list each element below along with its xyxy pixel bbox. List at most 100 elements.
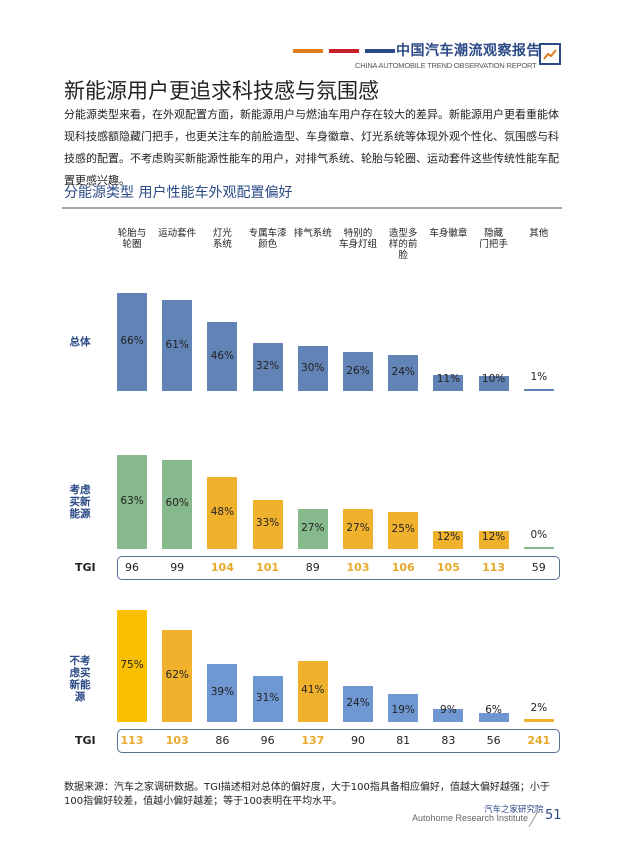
bar	[523, 719, 554, 722]
bar-value-label: 2%	[530, 702, 548, 714]
bar	[117, 610, 147, 722]
bar	[523, 389, 554, 391]
category-label: 灯光 系统	[212, 228, 232, 250]
tgi-value: 96	[260, 734, 275, 747]
tgi-value: 96	[125, 561, 139, 574]
bar	[478, 531, 509, 549]
tgi-row-box	[117, 729, 560, 753]
bar	[162, 300, 193, 391]
bar-value-label: 0%	[530, 529, 548, 541]
bar-value-label: 41%	[301, 684, 325, 697]
bar	[343, 352, 373, 391]
trend-chart-icon	[539, 43, 561, 65]
bar	[252, 675, 283, 722]
category-label: 特别的 车身灯组	[338, 228, 377, 250]
row-label: 总体	[69, 336, 91, 348]
tgi-value: 59	[531, 561, 546, 574]
bar-value-label: 12%	[436, 531, 461, 543]
tgi-label: TGI	[75, 561, 96, 574]
row-label: 不考 虑买 新能源	[69, 655, 91, 703]
bar	[523, 547, 554, 549]
bar-value-label: 27%	[301, 521, 325, 534]
bar-value-label: 62%	[165, 668, 189, 681]
header-line-red	[329, 49, 359, 53]
category-label: 运动套件	[158, 228, 197, 239]
bar-value-label: 31%	[255, 691, 280, 704]
bar-value-label: 48%	[210, 506, 235, 519]
bar-value-label: 61%	[165, 338, 189, 351]
bar	[207, 663, 238, 722]
tgi-value: 113	[120, 734, 144, 747]
bar-value-label: 19%	[391, 704, 415, 716]
tgi-value: 90	[351, 734, 365, 747]
bar	[162, 459, 193, 549]
bar-value-label: 66%	[120, 334, 144, 347]
bar-value-label: 24%	[391, 366, 415, 379]
category-label: 隐藏 门把手	[479, 228, 508, 250]
bar-value-label: 12%	[481, 531, 506, 543]
tgi-value: 56	[486, 734, 501, 747]
bar	[343, 508, 373, 549]
tgi-value: 81	[396, 734, 411, 747]
tgi-label: TGI	[75, 734, 96, 747]
tgi-value: 106	[391, 561, 415, 574]
bar-value-label: 9%	[440, 704, 457, 716]
bar-value-label: 1%	[530, 371, 548, 383]
bar	[117, 292, 147, 391]
bar-value-label: 11%	[436, 373, 461, 385]
brand-name-cn: 汽车之家研究院	[484, 805, 544, 815]
bar	[117, 455, 147, 549]
tgi-value: 104	[210, 561, 234, 574]
bar-value-label: 27%	[346, 521, 370, 534]
bar-value-label: 60%	[165, 497, 189, 510]
tgi-value: 99	[170, 561, 185, 574]
bar	[478, 376, 509, 391]
bar	[252, 499, 283, 549]
data-source-footnote: 数据来源：汽车之家调研数据。TGI描述相对总体的偏好度，大于100指具备相应偏好…	[64, 782, 550, 807]
bar	[433, 531, 464, 549]
bar	[433, 374, 464, 391]
tgi-value: 105	[436, 561, 460, 574]
bar	[388, 511, 419, 549]
bar-value-label: 32%	[255, 360, 280, 373]
report-subtitle: CHINA AUTOMOBILE TREND OBSERVATION REPOR…	[355, 61, 537, 70]
bar-value-label: 10%	[481, 373, 506, 385]
bar	[433, 708, 464, 722]
bar	[162, 629, 193, 722]
category-label: 排气系统	[293, 228, 332, 239]
bar-value-label: 33%	[255, 517, 280, 530]
tgi-row-box	[117, 556, 560, 580]
bar	[343, 686, 373, 722]
bar-value-label: 30%	[301, 361, 325, 374]
bar-value-label: 63%	[120, 495, 144, 508]
chart-title: 分能源类型 用户性能车外观配置偏好	[64, 185, 293, 201]
bar-value-label: 24%	[346, 697, 370, 710]
bar	[388, 693, 419, 722]
bar	[297, 346, 328, 391]
bar	[388, 355, 419, 391]
page-title: 新能源用户更追求科技感与氛围感	[64, 79, 379, 103]
bar-value-label: 6%	[485, 704, 502, 716]
category-label: 造型多 样的前脸	[388, 228, 418, 261]
row-label: 考虑 买新 能源	[69, 484, 91, 520]
category-label: 专属车漆 颜色	[248, 228, 287, 250]
bar-value-label: 46%	[210, 349, 235, 362]
tgi-value: 86	[215, 734, 230, 747]
tgi-value: 101	[256, 561, 280, 574]
category-label: 车身徽章	[429, 228, 468, 239]
bar	[297, 508, 328, 549]
tgi-value: 113	[482, 561, 506, 574]
tgi-value: 83	[441, 734, 456, 747]
bar-value-label: 39%	[210, 685, 235, 698]
bar-value-label: 25%	[391, 523, 415, 536]
tgi-value: 103	[165, 734, 189, 747]
chart-title-divider	[62, 207, 562, 209]
page-number: 51	[545, 808, 562, 823]
tgi-value: 137	[301, 734, 325, 747]
report-title: 中国汽车潮流观察报告	[396, 43, 541, 59]
header-line-orange	[293, 49, 323, 53]
brand-name-en: Autohome Research Institute	[412, 813, 529, 823]
bar	[297, 660, 328, 722]
bar-value-label: 26%	[346, 364, 370, 377]
intro-paragraph: 分能源类型来看，在外观配置方面，新能源用户与燃油车用户存在较大的差异。新能源用户…	[64, 108, 559, 187]
